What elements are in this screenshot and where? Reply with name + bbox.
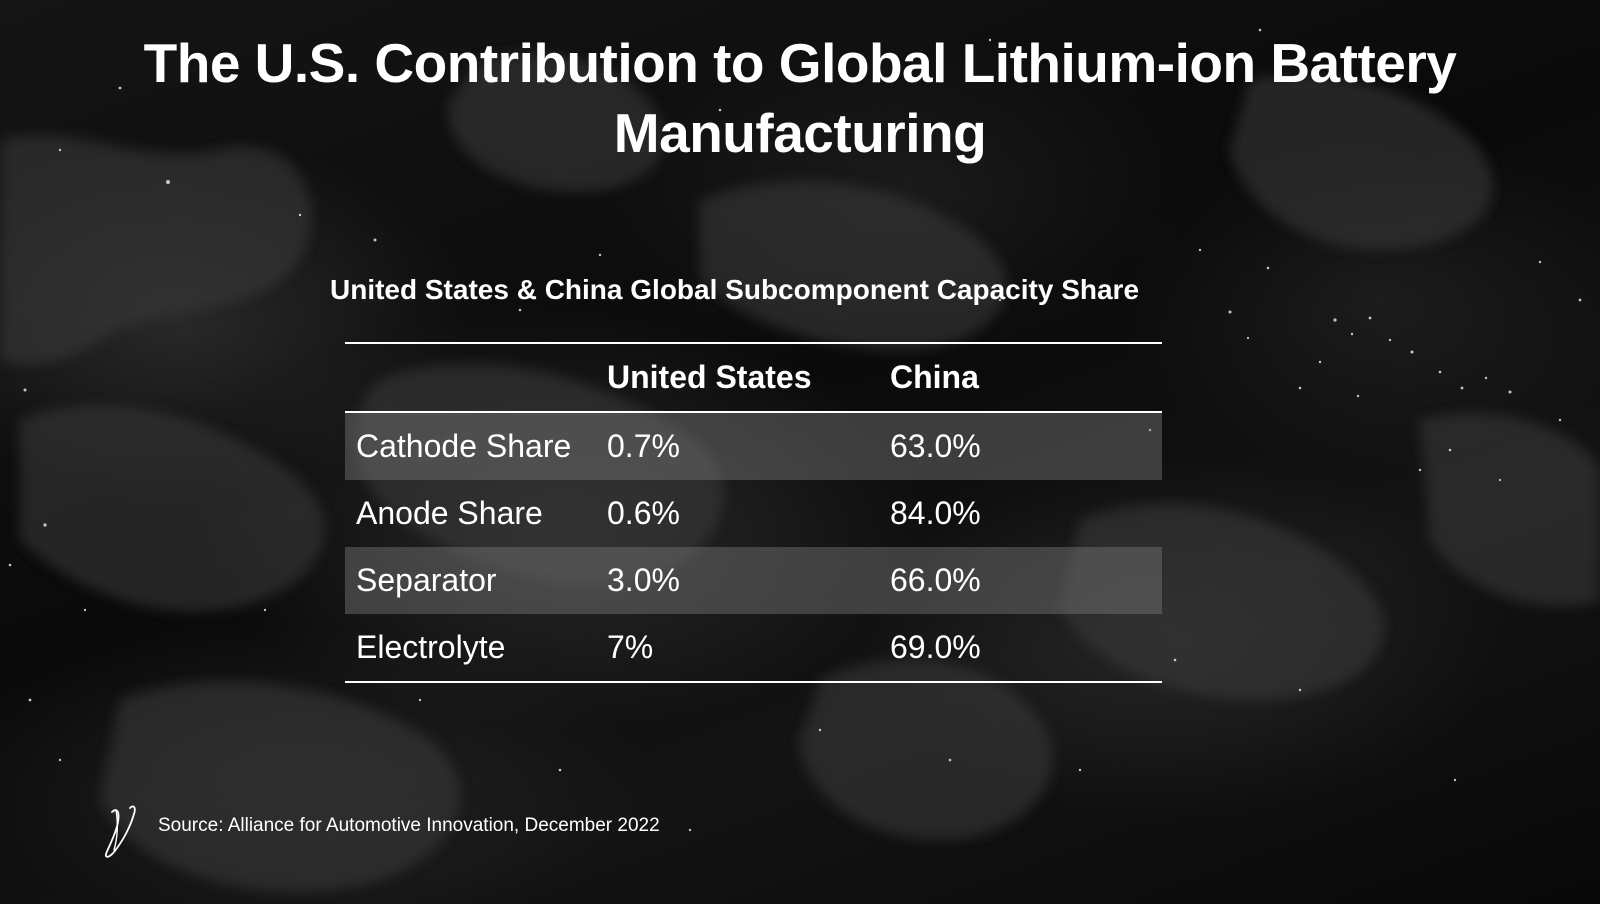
row-label: Electrolyte	[356, 629, 506, 665]
china-value: 69.0%	[890, 629, 981, 665]
table-row-anode: Anode Share 0.6% 84.0%	[345, 480, 1162, 547]
signature-logo-icon	[104, 805, 136, 858]
us-value: 3.0%	[607, 562, 680, 598]
table-header-row: United States China	[345, 344, 1162, 413]
table-title: United States & China Global Subcomponen…	[330, 274, 1140, 305]
row-label: Cathode Share	[356, 428, 572, 464]
china-value: 66.0%	[890, 562, 981, 598]
table-row-cathode: Cathode Share 0.7% 63.0%	[345, 413, 1162, 480]
capacity-share-table: United States China Cathode Share 0.7% 6…	[345, 342, 1162, 683]
us-value: 7%	[607, 629, 654, 665]
column-header-china: China	[890, 359, 979, 395]
us-value: 0.6%	[607, 495, 680, 531]
source-citation: Source: Alliance for Automotive Innovati…	[158, 815, 660, 836]
table-row-separator: Separator 3.0% 66.0%	[345, 547, 1162, 614]
column-header-united-states: United States	[607, 359, 812, 395]
china-value: 63.0%	[890, 428, 981, 464]
row-label: Anode Share	[356, 495, 543, 531]
china-value: 84.0%	[890, 495, 981, 531]
us-value: 0.7%	[607, 428, 680, 464]
slide-title: The U.S. Contribution to Global Lithium-…	[143, 32, 1457, 164]
table-row-electrolyte: Electrolyte 7% 69.0%	[345, 614, 1162, 681]
row-label: Separator	[356, 562, 497, 598]
